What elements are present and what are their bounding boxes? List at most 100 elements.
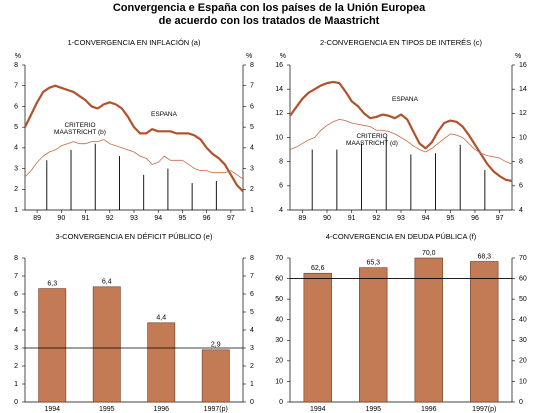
y-tick-label: 10 [275, 378, 283, 385]
y2-tick-label: 70 [519, 255, 527, 262]
x-tick-label: 91 [348, 215, 356, 222]
y2-tick-label: 8 [250, 255, 254, 262]
x-tick-label: 95 [179, 215, 187, 222]
y-axis-label: % [280, 53, 286, 60]
y2-tick-label: 4 [250, 145, 254, 152]
y2-tick-label: 1 [250, 381, 254, 388]
bar [470, 261, 499, 403]
y2-tick-label: 3 [250, 345, 254, 352]
series-label-text: CRITERIO MAASTRICHT (b) [54, 122, 106, 136]
bar [38, 288, 67, 403]
line [289, 80, 513, 183]
value-label: 70,0 [422, 250, 436, 257]
y-tick-label: 3 [14, 345, 18, 352]
y-tick-label: 1 [14, 207, 18, 214]
x-tick-label: 89 [33, 215, 41, 222]
y-tick-label: 0 [14, 399, 18, 406]
title-line: Convergencia e España con los países de … [113, 2, 426, 14]
panel-title: 1-CONVERGENCIA EN INFLACIÓN (a) [68, 38, 201, 47]
bar [92, 286, 121, 403]
y2-tick-label: 0 [250, 399, 254, 406]
y2-tick-label: 7 [250, 83, 254, 90]
panel-title: 3-CONVERGENCIA EN DÉFICIT PÚBLICO (e) [56, 232, 213, 241]
y-tick-label: 1 [14, 381, 18, 388]
x-tick-label: 91 [82, 215, 90, 222]
value-label: 68,3 [477, 253, 491, 260]
value-label: 62,6 [311, 265, 325, 272]
y-tick-label: 4 [14, 327, 18, 334]
x-tick-label: 95 [446, 215, 454, 222]
x-tick-label: 90 [57, 215, 65, 222]
y2-tick-label: 50 [519, 296, 527, 303]
title-line: de acuerdo con los tratados de Maastrich… [159, 15, 380, 27]
y-tick-label: 6 [14, 291, 18, 298]
x-tick-label: 89 [298, 215, 306, 222]
series-label: CRITERIO MAASTRICHT (d) [346, 133, 398, 147]
value-label: 6,3 [47, 280, 57, 287]
x-tick-label: 94 [154, 215, 162, 222]
line [24, 139, 244, 180]
series-label-text: ESPAÑA [392, 96, 418, 103]
y-tick-label: 60 [275, 275, 283, 282]
y-tick-label: 0 [279, 399, 283, 406]
y2-tick-label: 16 [519, 62, 527, 69]
series-label: ESPAÑA [151, 111, 177, 118]
y2-tick-label: 20 [519, 358, 527, 365]
y-tick-label: 10 [275, 134, 283, 141]
y2-tick-label: 5 [250, 309, 254, 316]
y2-tick-label: 30 [519, 337, 527, 344]
y2-tick-label: 5 [250, 124, 254, 131]
y2-tick-label: 2 [250, 186, 254, 193]
value-label: 6,4 [102, 279, 112, 286]
x-tick-label: 96 [203, 215, 211, 222]
y-tick-label: 8 [14, 255, 18, 262]
value-label: 65,3 [366, 260, 380, 267]
x-tick-label: 1996 [153, 406, 169, 413]
value-label: 2,9 [211, 342, 221, 349]
y-tick-label: 6 [279, 183, 283, 190]
y-tick-label: 7 [14, 83, 18, 90]
y-tick-label: 7 [14, 273, 18, 280]
panel-title: 2-CONVERGENCIA EN TIPOS DE INTERÉS (c) [320, 38, 482, 47]
x-tick-label: 96 [471, 215, 479, 222]
y-tick-label: 4 [14, 145, 18, 152]
bar [359, 267, 388, 403]
x-tick-label: 93 [130, 215, 138, 222]
y-tick-label: 2 [14, 186, 18, 193]
line [24, 84, 244, 193]
y2-tick-label: 40 [519, 317, 527, 324]
y-tick-label: 14 [275, 86, 283, 93]
y2-tick-label: 12 [519, 110, 527, 117]
x-tick-label: 1996 [421, 406, 437, 413]
y-tick-label: 70 [275, 255, 283, 262]
y-tick-label: 30 [275, 337, 283, 344]
y2-tick-label: 4 [250, 327, 254, 334]
y2-axis-label: % [515, 53, 521, 60]
y-tick-label: 6 [14, 103, 18, 110]
bar [414, 257, 443, 403]
y-tick-label: 20 [275, 358, 283, 365]
y2-tick-label: 7 [250, 273, 254, 280]
x-tick-label: 92 [372, 215, 380, 222]
y-tick-label: 5 [14, 124, 18, 131]
y2-tick-label: 60 [519, 275, 527, 282]
x-tick-label: 97 [227, 215, 235, 222]
y2-tick-label: 14 [519, 86, 527, 93]
y-tick-label: 12 [275, 110, 283, 117]
series-label-text: ESPAÑA [151, 111, 177, 118]
x-tick-label: 1997(p) [472, 406, 496, 413]
y-tick-label: 3 [14, 165, 18, 172]
y2-tick-label: 2 [250, 363, 254, 370]
y2-tick-label: 3 [250, 165, 254, 172]
y2-tick-label: 8 [250, 62, 254, 69]
y2-tick-label: 4 [519, 207, 523, 214]
y2-tick-label: 6 [250, 103, 254, 110]
y2-tick-label: 6 [250, 291, 254, 298]
x-tick-label: 1995 [365, 406, 381, 413]
y-tick-label: 4 [279, 207, 283, 214]
y2-tick-label: 8 [519, 159, 523, 166]
x-tick-label: 1994 [310, 406, 326, 413]
x-tick-label: 97 [496, 215, 504, 222]
y-axis-label: % [15, 53, 21, 60]
